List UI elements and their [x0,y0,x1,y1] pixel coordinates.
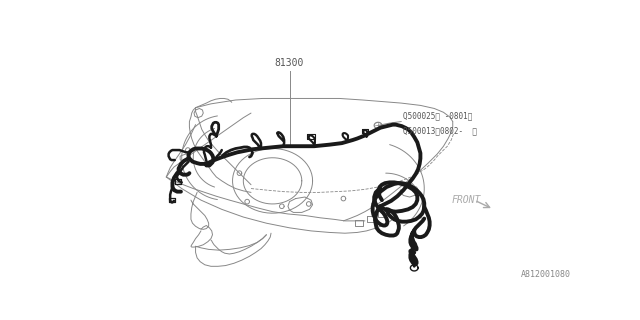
Text: Q500013（0802-  ）: Q500013（0802- ） [403,126,477,135]
Text: FRONT: FRONT [451,195,481,205]
Text: Q500025（ -0801）: Q500025（ -0801） [403,111,473,120]
Text: 81300: 81300 [275,58,304,68]
Text: A812001080: A812001080 [520,270,570,279]
